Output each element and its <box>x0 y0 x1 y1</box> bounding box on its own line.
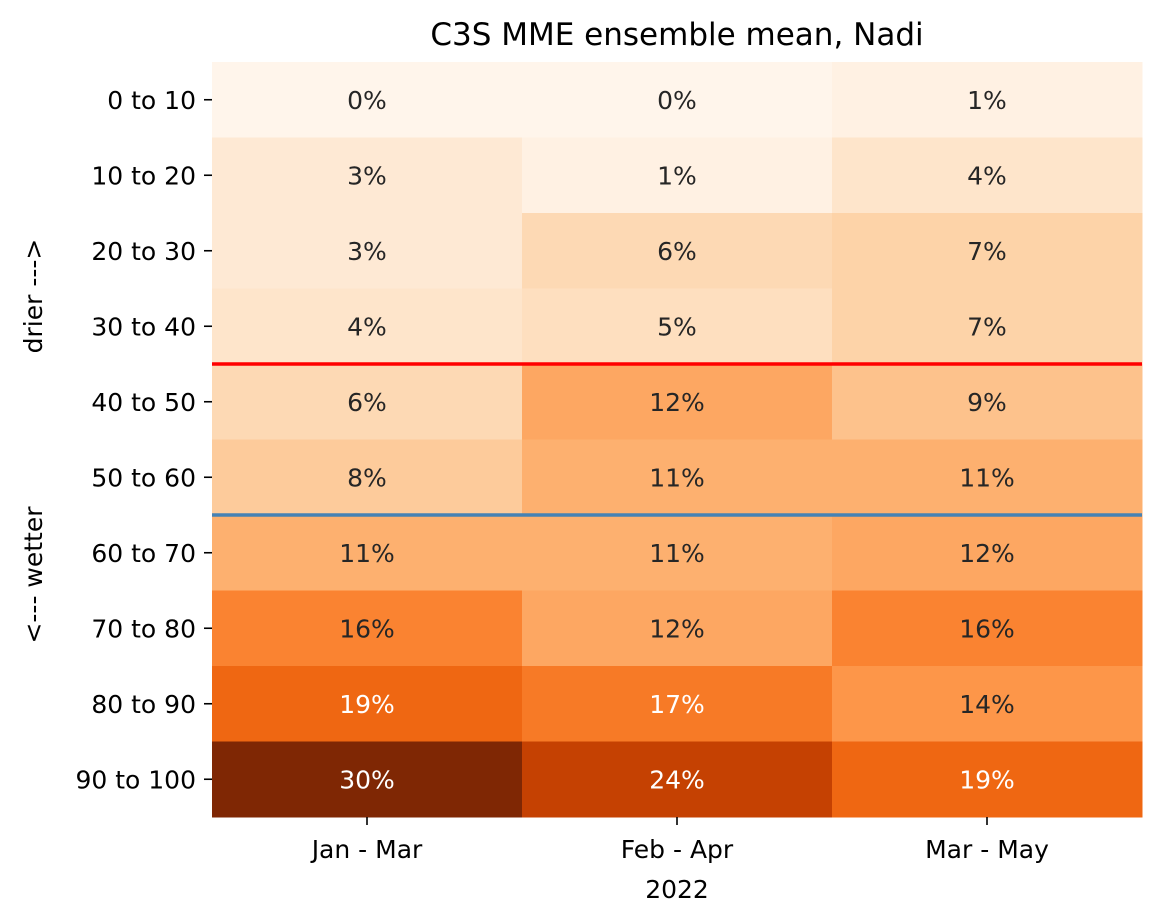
heatmap-cell <box>212 288 523 365</box>
heatmap-cell <box>212 590 523 667</box>
heatmap-cell <box>832 515 1143 591</box>
y-axis-label-drier: drier ---> <box>19 239 48 354</box>
cell-value-label: 5% <box>657 312 697 341</box>
heatmap-cell <box>832 439 1143 516</box>
cell-value-label: 12% <box>649 614 705 643</box>
cell-value-label: 12% <box>649 388 705 417</box>
heatmap-cell <box>522 288 833 365</box>
heatmap-cell <box>522 666 833 742</box>
y-tick-label: 30 to 40 <box>91 312 196 341</box>
cell-value-label: 16% <box>959 614 1015 643</box>
heatmap-cell <box>522 137 833 214</box>
cell-value-label: 11% <box>649 539 705 568</box>
y-tick-label: 70 to 80 <box>91 614 196 643</box>
heatmap-cell <box>522 213 833 289</box>
cell-value-label: 3% <box>347 161 387 190</box>
heatmap-cell <box>522 741 833 818</box>
cell-value-label: 8% <box>347 463 387 492</box>
cell-value-label: 0% <box>347 86 387 115</box>
x-axis: Jan - Mar Feb - Apr Mar - May <box>310 817 1049 864</box>
cell-value-label: 11% <box>649 463 705 492</box>
y-tick-label: 90 to 100 <box>75 765 196 794</box>
y-tick-label: 20 to 30 <box>91 237 196 266</box>
cell-value-label: 9% <box>967 388 1007 417</box>
heatmap-cell <box>212 213 523 289</box>
cell-value-label: 12% <box>959 539 1015 568</box>
cell-value-label: 17% <box>649 690 705 719</box>
cell-value-label: 7% <box>967 312 1007 341</box>
x-tick-label: Feb - Apr <box>621 835 734 864</box>
cell-value-label: 11% <box>339 539 395 568</box>
heatmap-cell <box>832 741 1143 818</box>
cell-value-label: 0% <box>657 86 697 115</box>
y-tick-label: 10 to 20 <box>91 161 196 190</box>
cell-value-label: 19% <box>339 690 395 719</box>
y-axis: 0 to 10 10 to 20 20 to 30 30 to 40 40 to 50 5… <box>75 86 212 794</box>
heatmap-cell <box>212 515 523 591</box>
x-tick-label: Mar - May <box>925 835 1049 864</box>
y-tick-label: 60 to 70 <box>91 539 196 568</box>
heatmap-cell <box>832 364 1143 440</box>
heatmap-cell <box>212 666 523 742</box>
cell-value-label: 6% <box>657 237 697 266</box>
cell-value-label: 7% <box>967 237 1007 266</box>
heatmap-cell <box>212 741 523 818</box>
heatmap-cells: 0% 0% 1% 3% 1% 4% 3% 6% 7% 4% 5% 7% 6% 12% 9% 8% 11% 11% 1… <box>212 62 1143 818</box>
heatmap-cell <box>522 62 833 138</box>
heatmap-cell <box>212 62 523 138</box>
heatmap-cell <box>832 62 1143 138</box>
reference-lines <box>212 362 1142 517</box>
heatmap-cell <box>522 439 833 516</box>
heatmap-cell <box>832 137 1143 214</box>
cell-value-label: 4% <box>967 161 1007 190</box>
x-tick-label: Jan - Mar <box>310 835 423 864</box>
cell-value-label: 3% <box>347 237 387 266</box>
cell-value-label: 6% <box>347 388 387 417</box>
cell-value-label: 14% <box>959 690 1015 719</box>
heatmap-cell <box>522 590 833 667</box>
y-tick-label: 40 to 50 <box>91 388 196 417</box>
heatmap-cell <box>212 439 523 516</box>
cell-value-label: 1% <box>967 86 1007 115</box>
heatmap-cell <box>832 213 1143 289</box>
heatmap-cell <box>212 137 523 214</box>
cell-value-label: 4% <box>347 312 387 341</box>
cell-value-label: 1% <box>657 161 697 190</box>
y-tick-label: 50 to 60 <box>91 463 196 492</box>
y-tick-label: 0 to 10 <box>107 86 196 115</box>
heatmap-cell <box>212 364 523 440</box>
heatmap-cell <box>522 515 833 591</box>
cell-value-label: 11% <box>959 463 1015 492</box>
cell-value-label: 16% <box>339 614 395 643</box>
heatmap-cell <box>832 590 1143 667</box>
cell-value-label: 24% <box>649 765 705 794</box>
heatmap-cell <box>522 364 833 440</box>
chart-title: C3S MME ensemble mean, Nadi <box>430 17 923 53</box>
y-tick-label: 80 to 90 <box>91 690 196 719</box>
y-axis-label-wetter: <--- wetter <box>19 506 48 644</box>
heatmap-cell <box>832 666 1143 742</box>
cell-value-label: 30% <box>339 765 395 794</box>
x-axis-label: 2022 <box>645 875 709 904</box>
cell-value-label: 19% <box>959 765 1015 794</box>
heatmap-cell <box>832 288 1143 365</box>
